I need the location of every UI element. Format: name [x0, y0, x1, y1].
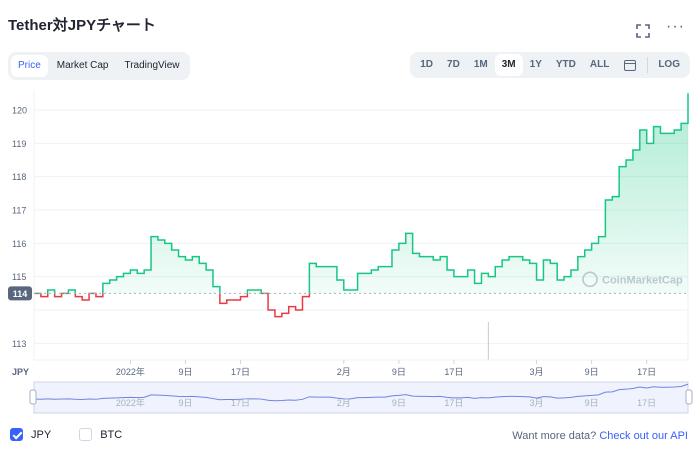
api-prefix: Want more data? — [512, 430, 597, 442]
y-tick-label: 113 — [12, 339, 26, 349]
navigator-tick-label: 2月 — [337, 398, 351, 408]
tab-market-cap[interactable]: Market Cap — [56, 60, 109, 71]
navigator-tick-label: 17日 — [444, 398, 463, 408]
x-tick-label: 17日 — [444, 367, 463, 377]
y-tick-label: 118 — [12, 172, 26, 182]
btc-checkbox[interactable] — [79, 428, 93, 441]
legend-label-btc: BTC — [100, 428, 123, 441]
chart-type-tabs: Price Market Cap TradingView — [8, 52, 190, 80]
y-tick-label: 117 — [12, 206, 26, 216]
range-1y[interactable]: 1Y — [529, 59, 542, 70]
currency-label: JPY — [12, 367, 29, 377]
navigator-tick-label: 17日 — [637, 398, 656, 408]
fullscreen-icon[interactable] — [636, 24, 650, 38]
y-tick-label: 119 — [12, 139, 26, 149]
navigator-tick-label: 9日 — [585, 398, 599, 408]
x-tick-label: 9日 — [392, 367, 406, 377]
range-1d[interactable]: 1D — [420, 59, 434, 70]
x-tick-label: 17日 — [231, 367, 250, 377]
navigator-tick-label: 17日 — [231, 398, 250, 408]
navigator-tick-label: 3月 — [530, 398, 544, 408]
baseline-label: 114 — [13, 289, 28, 299]
navigator-line — [33, 383, 689, 402]
price-line-up — [34, 93, 689, 294]
log-toggle[interactable]: LOG — [658, 59, 680, 70]
api-link[interactable]: Check out our API — [599, 430, 688, 442]
range-1m[interactable]: 1M — [473, 59, 488, 70]
navigator-handle-right — [685, 389, 693, 405]
legend-item-jpy[interactable]: JPY — [10, 428, 51, 441]
jpy-checkbox[interactable] — [10, 428, 23, 441]
y-tick-label: 115 — [12, 272, 26, 282]
baseline-badge — [8, 286, 32, 301]
page-title: Tether対JPYチャート — [8, 17, 156, 34]
navigator-tick-label: 9日 — [178, 398, 192, 408]
range-ytd[interactable]: YTD — [555, 59, 576, 70]
x-tick-label: 17日 — [637, 367, 656, 377]
more-options-icon[interactable]: ··· — [666, 18, 685, 35]
y-tick-label: 116 — [12, 239, 26, 249]
navigator-tick-label: 2022年 — [116, 397, 145, 408]
navigator-handle-left — [29, 389, 37, 405]
tab-tradingview[interactable]: TradingView — [124, 60, 180, 71]
range-all[interactable]: ALL — [589, 59, 610, 70]
price-area-fill — [34, 93, 688, 294]
x-tick-label: 9日 — [585, 367, 599, 377]
tab-price[interactable]: Price — [11, 55, 48, 77]
x-tick-label: 9日 — [178, 367, 192, 377]
range-7d[interactable]: 7D — [447, 59, 460, 70]
calendar-icon[interactable] — [624, 59, 637, 71]
legend: JPY BTC — [10, 428, 144, 441]
range-3m[interactable]: 3M — [494, 54, 523, 76]
time-range-selector: 1D 7D 1M 3M 1Y YTD ALL LOG — [410, 52, 690, 78]
legend-label-jpy: JPY — [31, 428, 52, 441]
x-tick-label: 2022年 — [116, 366, 145, 377]
y-tick-label: 120 — [12, 106, 27, 116]
x-tick-label: 2月 — [337, 367, 351, 377]
legend-item-btc[interactable]: BTC — [79, 428, 122, 441]
x-tick-label: 3月 — [530, 367, 544, 377]
api-promo: Want more data? Check out our API — [512, 430, 688, 442]
range-divider — [647, 57, 649, 73]
navigator-tick-label: 9日 — [392, 398, 406, 408]
price-chart[interactable]: 113115116117118119120CoinMarketCap114JPY… — [0, 90, 700, 425]
